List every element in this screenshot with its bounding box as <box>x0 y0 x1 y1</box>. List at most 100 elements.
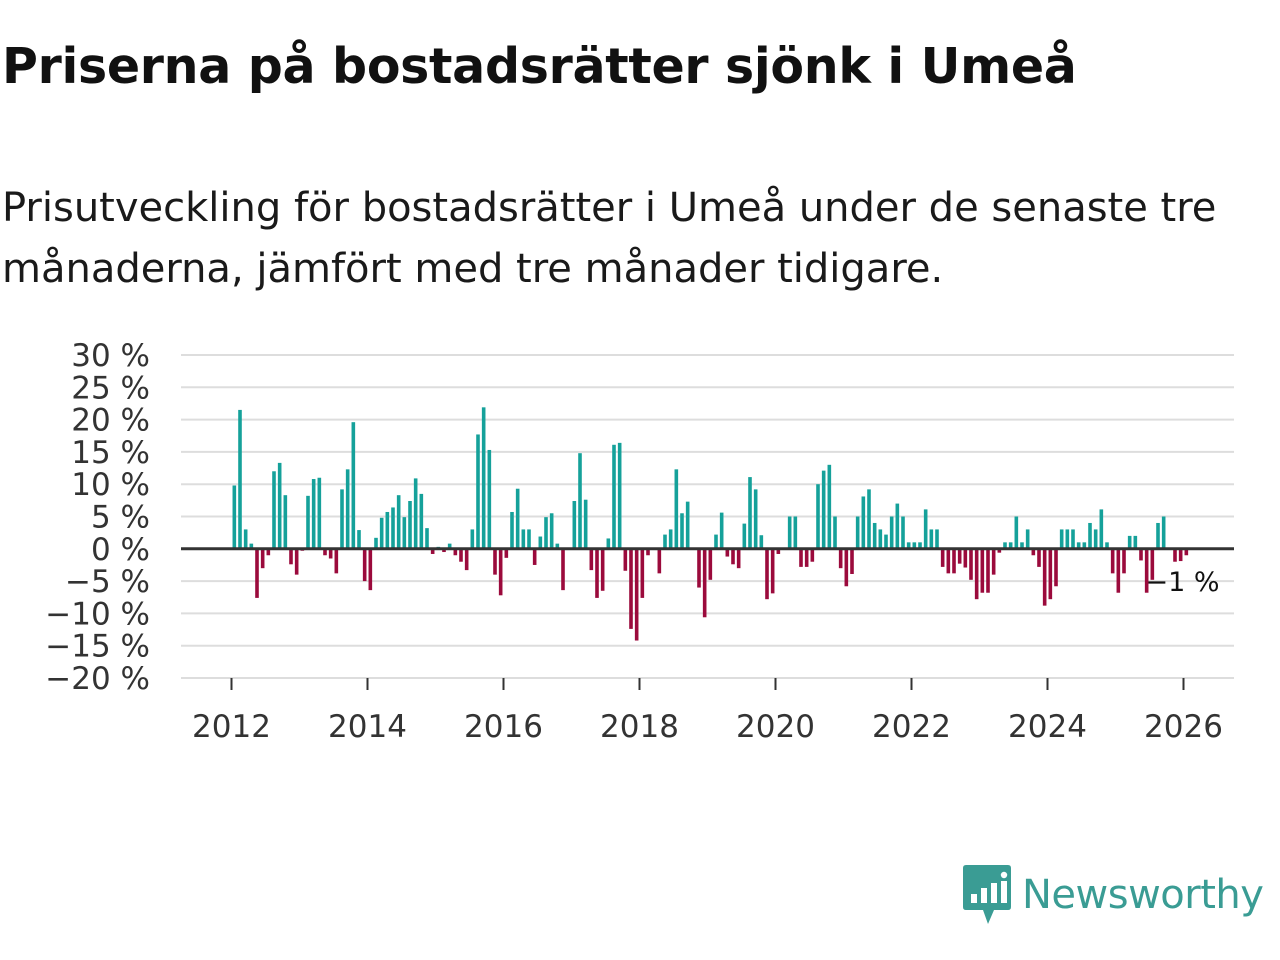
bar <box>736 548 741 569</box>
bar <box>776 548 781 554</box>
bar <box>731 548 735 565</box>
bar <box>289 548 293 565</box>
bar <box>1076 542 1081 549</box>
bar <box>940 548 945 567</box>
bar <box>1116 548 1121 593</box>
bar <box>1127 535 1132 549</box>
bar <box>1133 535 1138 549</box>
bar <box>430 548 435 554</box>
bar <box>634 548 639 641</box>
bar <box>889 516 894 549</box>
chart-title: Priserna på bostadsrätter sjönk i Umeå <box>2 38 1077 95</box>
brand-name: Newsworthy <box>1022 872 1264 918</box>
bar <box>311 479 316 549</box>
bar <box>357 530 361 549</box>
bar <box>748 477 752 549</box>
bar <box>861 496 866 549</box>
bar <box>1003 542 1007 549</box>
y-tick-label: 5 % <box>91 500 150 536</box>
bar <box>969 548 973 580</box>
bar <box>674 469 679 549</box>
bar <box>906 542 911 549</box>
bar <box>323 548 327 556</box>
bar <box>833 516 837 549</box>
bar <box>266 548 271 556</box>
bar <box>1161 516 1166 549</box>
bar-chart: 30 %25 %20 %15 %10 %5 %0 %−5 %−10 %−15 %… <box>45 338 1234 745</box>
bar <box>816 484 820 549</box>
bar <box>442 548 446 553</box>
bar <box>578 453 582 549</box>
last-value-label: −1 % <box>1146 567 1220 598</box>
x-tick-label: 2014 <box>328 709 407 745</box>
bar <box>912 542 917 549</box>
bar <box>725 548 730 557</box>
bar <box>425 528 429 549</box>
y-tick-label: −20 % <box>45 661 150 697</box>
bar <box>810 548 815 562</box>
x-axis-labels: 2012 2014 2016 2018 2020 2022 2024 2026 <box>192 709 1223 745</box>
bar <box>1054 548 1058 587</box>
y-tick-label: −15 % <box>45 629 150 665</box>
bar <box>1122 548 1126 574</box>
bar <box>612 444 616 549</box>
bar <box>685 501 690 549</box>
bar <box>527 529 531 549</box>
x-tick-label: 2024 <box>1008 709 1087 745</box>
bar <box>419 493 424 549</box>
newsworthy-logo[interactable]: Newsworthy <box>962 862 1264 928</box>
bar <box>901 516 905 549</box>
bar <box>345 469 350 549</box>
bar <box>255 548 259 598</box>
bar <box>719 512 724 549</box>
bar <box>391 507 395 549</box>
y-tick-label: 25 % <box>71 370 150 406</box>
bar <box>974 548 979 600</box>
bar <box>1014 516 1019 549</box>
y-tick-label: 10 % <box>71 467 150 503</box>
bar <box>742 523 747 549</box>
bar <box>708 548 713 580</box>
bar <box>827 464 832 549</box>
bar <box>464 548 469 571</box>
bar <box>799 548 803 567</box>
bar <box>997 548 1002 553</box>
bar <box>980 548 985 593</box>
bar <box>1020 542 1024 549</box>
bar <box>294 548 299 575</box>
y-axis-labels: 30 %25 %20 %15 %10 %5 %0 %−5 %−10 %−15 %… <box>45 338 150 697</box>
bar <box>238 409 242 549</box>
bar <box>232 485 237 549</box>
bar <box>510 511 514 549</box>
x-tick-label: 2022 <box>872 709 951 745</box>
bar <box>923 509 928 549</box>
bar <box>838 548 843 569</box>
bar <box>583 499 588 549</box>
bar <box>946 548 951 574</box>
bar <box>1173 548 1177 562</box>
bar <box>1025 529 1030 549</box>
bar <box>1093 529 1098 549</box>
bar <box>867 489 871 549</box>
bar <box>770 548 775 594</box>
bar <box>544 517 548 549</box>
bar <box>470 529 475 549</box>
bar <box>476 434 480 549</box>
y-tick-label: −5 % <box>65 564 150 600</box>
bar <box>1139 548 1143 561</box>
bar <box>821 470 826 549</box>
bar <box>884 534 888 549</box>
bar <box>646 548 650 556</box>
x-tick-label: 2026 <box>1144 709 1223 745</box>
bar <box>935 529 939 549</box>
y-tick-label: −10 % <box>45 596 150 632</box>
bar <box>1031 548 1036 556</box>
bar <box>1071 529 1075 549</box>
bar <box>402 517 407 549</box>
bar <box>515 488 520 549</box>
chart-subtitle: Prisutveckling för bostadsrätter i Umeå … <box>2 185 1217 292</box>
bars <box>232 407 1189 641</box>
bar <box>623 548 628 571</box>
bar <box>459 548 463 562</box>
bar <box>306 495 310 549</box>
